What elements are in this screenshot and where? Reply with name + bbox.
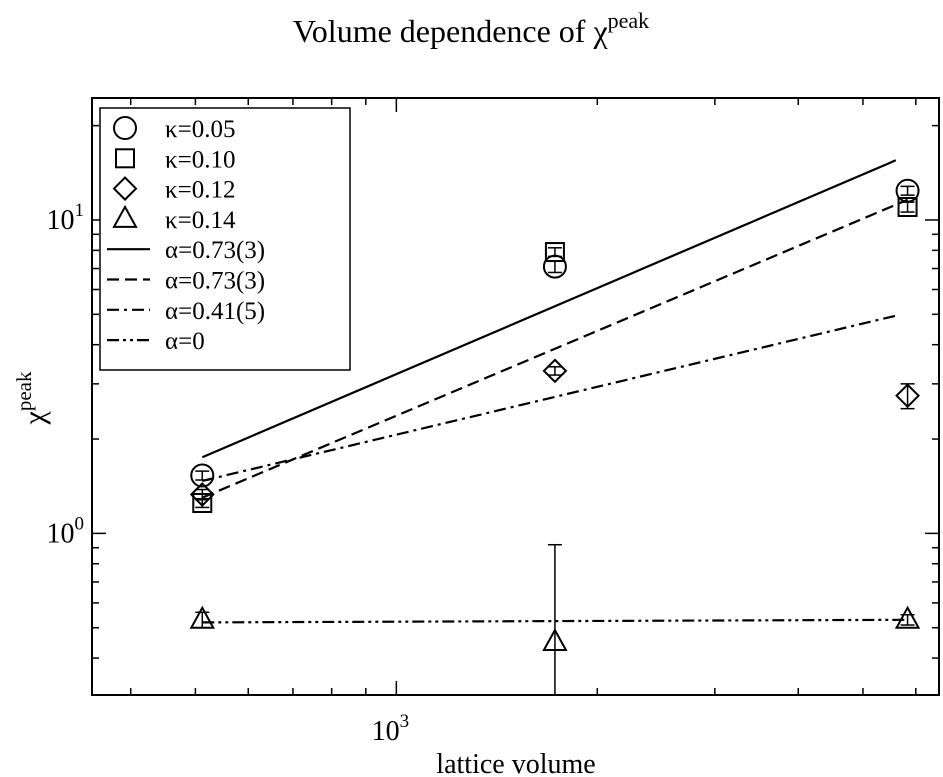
legend-label: α=0.73(3)	[165, 268, 265, 295]
data-point-triangle	[894, 605, 921, 629]
fit-lines	[201, 159, 909, 624]
y-axis-label-text: χ	[18, 410, 51, 425]
legend-symbol-triangle	[112, 204, 138, 228]
x-tick-label: 103	[372, 711, 410, 747]
chart-title-text: Volume dependence of χ	[293, 13, 609, 49]
legend-label: α=0.73(3)	[165, 237, 265, 264]
legend-symbol-circle	[113, 116, 137, 140]
data-point-triangle	[542, 627, 568, 652]
fit-line-7	[202, 618, 908, 624]
x-axis-label: lattice volume	[436, 749, 595, 777]
chart-title: Volume dependence of χpeak	[293, 8, 649, 49]
chart-title-superscript: peak	[608, 8, 650, 33]
legend-symbol-square	[115, 148, 135, 169]
legend: κ=0.05 κ=0.10 κ=0.12 κ=0.14 α=0.73(3) α=0.73(…	[99, 107, 351, 371]
legend-label: κ=0.14	[165, 207, 236, 234]
legend-symbol-diamond	[112, 176, 138, 202]
legend-label: κ=0.10	[165, 146, 235, 173]
plot-frame	[91, 97, 940, 696]
legend-items: κ=0.05 κ=0.10 κ=0.12 κ=0.14 α=0.73(3) α=0.73(…	[107, 116, 265, 355]
y-axis-label: χpeak	[12, 371, 51, 425]
data-point-triangle	[189, 605, 215, 629]
y-axis-label-superscript: peak	[12, 371, 36, 411]
legend-box	[99, 107, 351, 371]
y-tick-label: 101	[47, 200, 85, 236]
axis-ticks: 103 100 101	[47, 98, 939, 747]
data-point-square	[897, 196, 918, 217]
legend-label: κ=0.12	[165, 177, 235, 204]
fit-line-5	[201, 198, 909, 499]
y-tick-label: 100	[47, 513, 85, 549]
data-point-circle	[190, 463, 215, 488]
legend-label: κ=0.05	[165, 116, 235, 143]
data-point-square	[544, 242, 565, 263]
fit-line-6	[202, 314, 897, 482]
fit-line-4	[201, 159, 897, 459]
legend-label: α=0.41(5)	[165, 298, 265, 325]
data-point-diamond	[542, 358, 568, 384]
data-markers	[189, 178, 921, 696]
plot-area: 103 100 101	[47, 97, 940, 747]
data-point-diamond	[895, 383, 920, 409]
data-point-diamond	[189, 482, 215, 507]
legend-label: α=0	[165, 328, 205, 355]
